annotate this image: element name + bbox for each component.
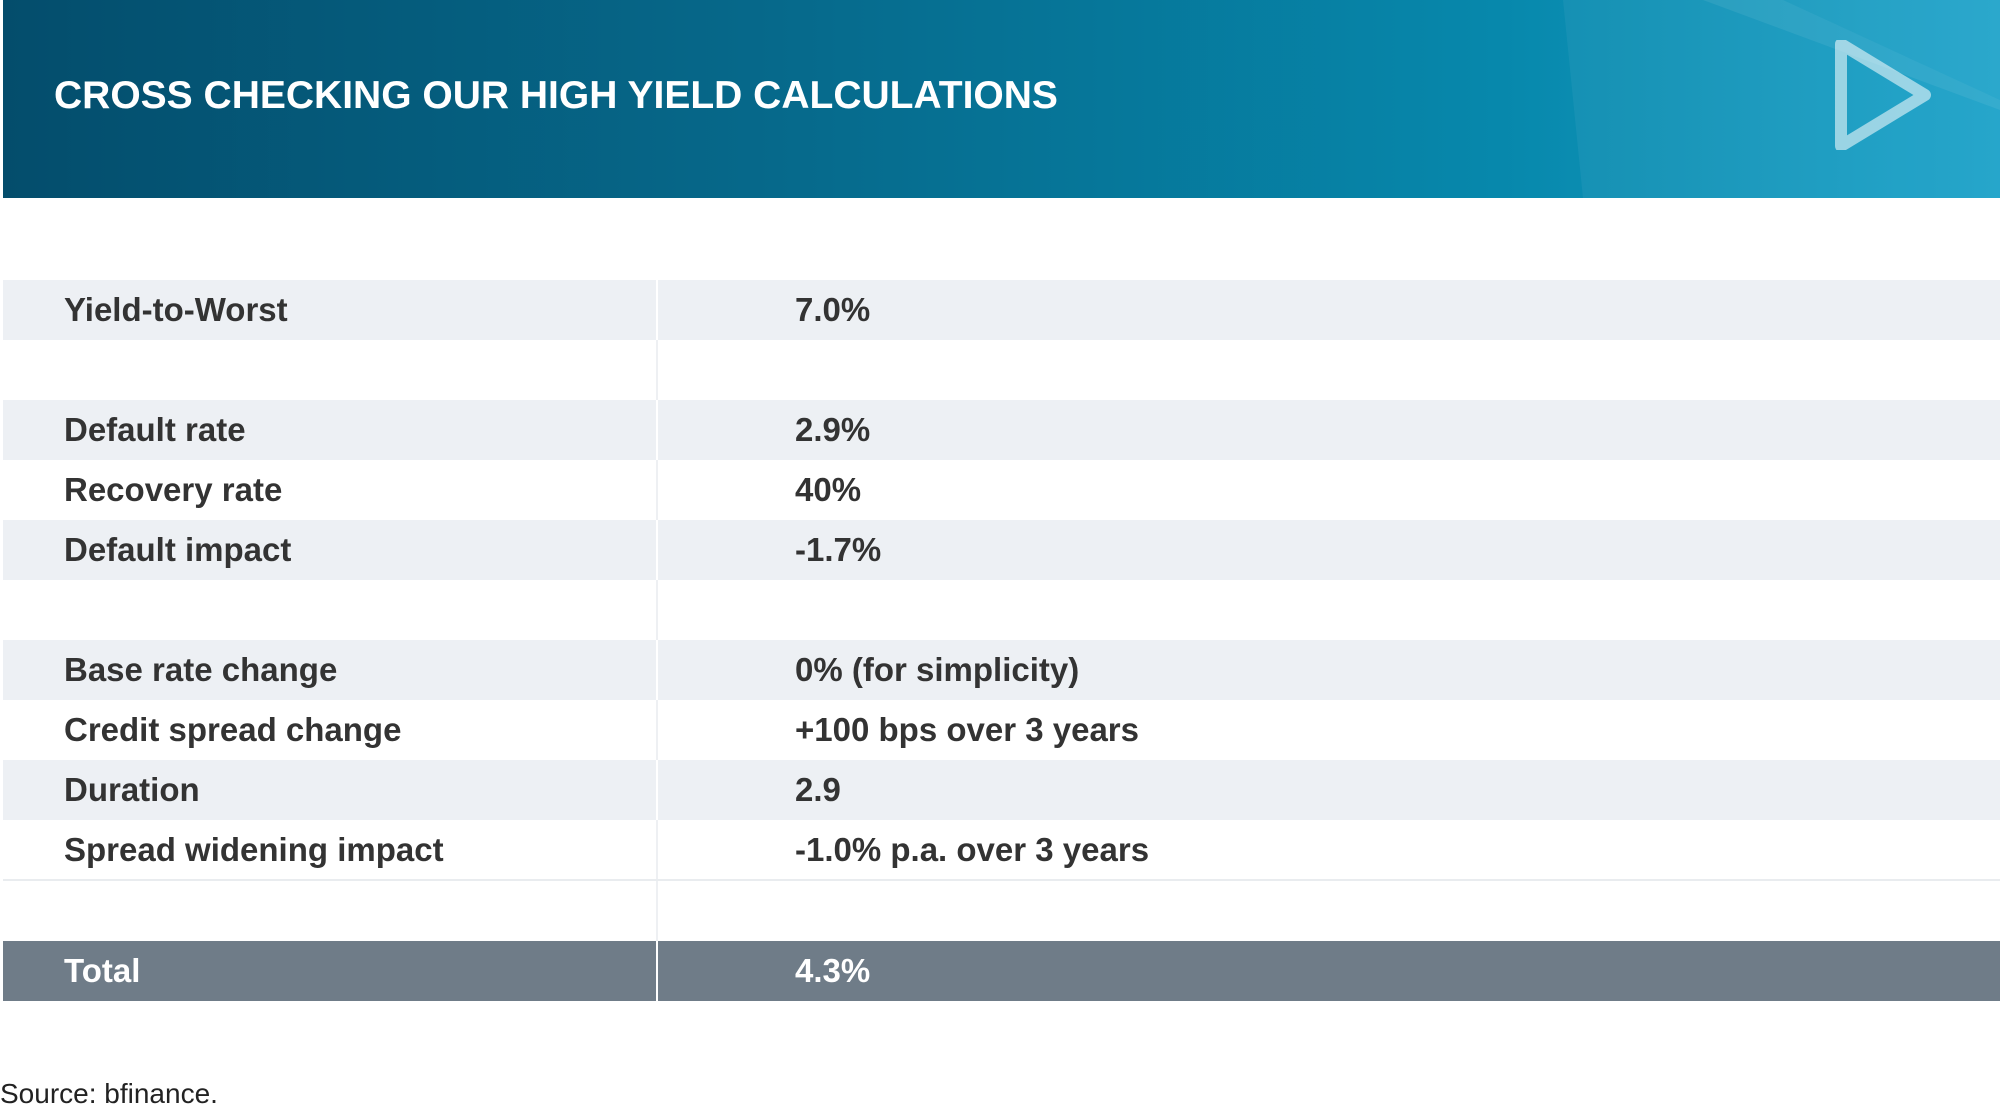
row-label: Base rate change (3, 640, 658, 700)
table-row: Duration 2.9 (3, 760, 2000, 820)
table-row: Default impact -1.7% (3, 520, 2000, 580)
row-label: Yield-to-Worst (3, 280, 658, 340)
table-row: Default rate 2.9% (3, 400, 2000, 460)
row-value (658, 580, 795, 640)
row-label: Duration (3, 760, 658, 820)
table-row-spacer (3, 881, 2000, 941)
table-row-spacer (3, 580, 2000, 640)
row-label: Recovery rate (3, 460, 658, 520)
row-label (3, 881, 658, 941)
row-label: Default rate (3, 400, 658, 460)
row-value: 2.9 (795, 771, 841, 808)
row-value: -1.0% p.a. over 3 years (795, 831, 1150, 868)
total-row: Total 4.3% (3, 941, 2000, 1001)
row-value: -1.7% (795, 531, 882, 568)
row-label: Default impact (3, 520, 658, 580)
row-value (658, 340, 795, 400)
table-row: Recovery rate 40% (3, 460, 2000, 520)
page-title: CROSS CHECKING OUR HIGH YIELD CALCULATIO… (54, 74, 1058, 117)
calculation-table: Yield-to-Worst 7.0% Default rate 2.9% Re… (3, 280, 2000, 1001)
table-row: Credit spread change +100 bps over 3 yea… (3, 700, 2000, 760)
row-value: 2.9% (795, 411, 871, 448)
table-row: Spread widening impact -1.0% p.a. over 3… (3, 820, 2000, 881)
table-row: Yield-to-Worst 7.0% (3, 280, 2000, 340)
row-label: Spread widening impact (3, 820, 658, 879)
header-banner: CROSS CHECKING OUR HIGH YIELD CALCULATIO… (3, 0, 2000, 198)
row-value (658, 881, 795, 941)
row-label: Credit spread change (3, 700, 658, 760)
play-triangle-icon (1835, 40, 1931, 150)
table-row-spacer (3, 340, 2000, 400)
row-value: +100 bps over 3 years (795, 711, 1139, 748)
row-label (3, 580, 658, 640)
source-note: Source: bfinance. (0, 1078, 218, 1109)
row-value: 40% (795, 471, 862, 508)
row-label (3, 340, 658, 400)
row-value: 7.0% (795, 291, 871, 328)
row-value: 0% (for simplicity) (795, 651, 1080, 688)
total-label: Total (3, 941, 658, 1001)
total-value: 4.3% (795, 952, 871, 989)
table-row: Base rate change 0% (for simplicity) (3, 640, 2000, 700)
